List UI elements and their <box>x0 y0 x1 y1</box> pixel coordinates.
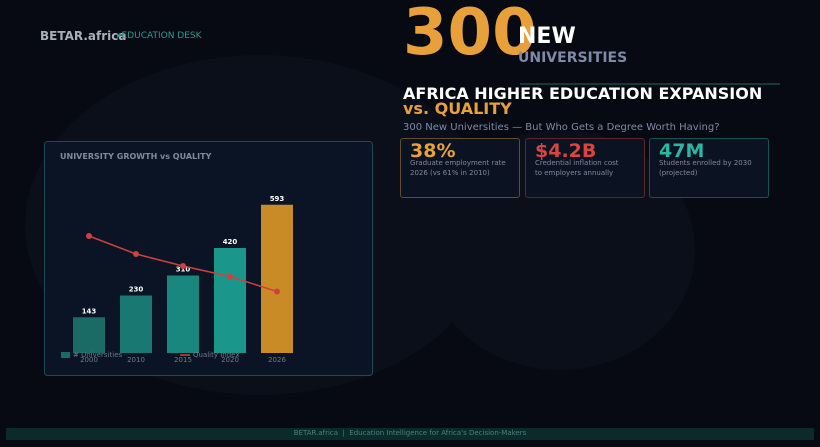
bar <box>73 317 105 353</box>
stat-value: $4.2B <box>535 140 597 162</box>
line-point <box>86 233 92 239</box>
stat-label: Students enrolled by 2030 (projected) <box>659 159 752 177</box>
value-label: 420 <box>223 238 238 246</box>
line-point <box>133 251 139 257</box>
stat-value: 38% <box>410 140 456 162</box>
line-point <box>274 288 280 295</box>
x-tick-label: 2000 <box>80 356 98 364</box>
line-point <box>227 273 233 280</box>
hero-sub: UNIVERSITIES <box>518 50 628 66</box>
x-tick-label: 2026 <box>268 356 286 364</box>
bar <box>214 248 246 353</box>
stat-card: $4.2B Credential inflation cost to employ… <box>525 138 645 198</box>
legend-label: Quality Index <box>193 351 240 359</box>
x-tick-label: 2020 <box>221 356 239 364</box>
title: vs. QUALITY <box>403 99 512 118</box>
hero-number: 300 <box>403 0 537 70</box>
legend-label: # Universities <box>73 351 123 359</box>
bar <box>261 204 293 353</box>
x-tick-label: 2010 <box>127 356 145 364</box>
title: AFRICA HIGHER EDUCATION EXPANSION <box>403 84 763 103</box>
value-label: 310 <box>176 266 191 274</box>
value-label: 143 <box>82 307 97 315</box>
legend-swatch <box>61 352 70 358</box>
x-tick-label: 2015 <box>174 356 192 364</box>
line-point <box>180 263 186 269</box>
footer: BETAR.africa | Education Intelligence fo… <box>293 429 527 437</box>
stat-label: Graduate employment rate 2026 (vs 61% in… <box>410 159 506 177</box>
value-label: 593 <box>270 195 285 203</box>
stat-card: 47M Students enrolled by 2030 (projected) <box>649 138 769 198</box>
bar <box>120 295 152 353</box>
stat-label: Credential inflation cost to employers a… <box>535 159 619 177</box>
value-label: 230 <box>129 286 144 294</box>
footer-bar <box>6 428 814 440</box>
stat-value: 47M <box>659 140 705 162</box>
hero-word: NEW <box>518 24 576 49</box>
desk: ▸EDUCATION DESK <box>117 31 202 41</box>
bar <box>167 275 199 353</box>
brand: BETAR.africa <box>40 29 127 43</box>
subtitle: 300 New Universities — But Who Gets a De… <box>403 122 720 133</box>
chart-title: UNIVERSITY GROWTH vs QUALITY <box>60 152 212 161</box>
stat-card: 38% Graduate employment rate 2026 (vs 61%… <box>400 138 520 198</box>
